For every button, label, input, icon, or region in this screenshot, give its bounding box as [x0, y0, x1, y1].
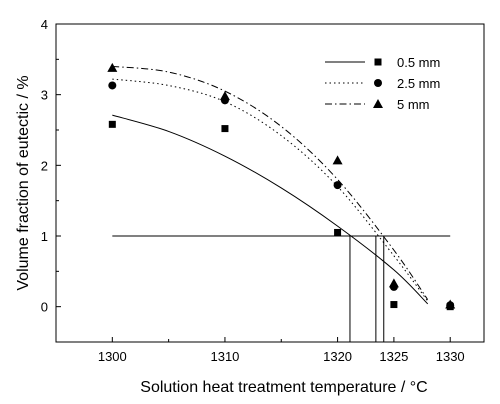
- legend-label: 2.5 mm: [397, 76, 440, 91]
- data-point-2.5-mm: [333, 181, 342, 190]
- data-point-5-mm: [388, 278, 399, 288]
- fit-curves: [112, 65, 429, 305]
- fit-curve-0.5-mm: [112, 114, 429, 305]
- x-tick-label: 1300: [98, 349, 127, 364]
- legend-marker: [374, 58, 382, 66]
- y-tick-label: 4: [41, 17, 48, 32]
- data-markers: [107, 62, 456, 311]
- fit-curve-2.5-mm: [112, 78, 429, 302]
- data-point-0.5-mm: [334, 228, 342, 236]
- x-axis-title: Solution heat treatment temperature / °C: [140, 379, 427, 396]
- data-point-0.5-mm: [221, 125, 229, 133]
- x-axis: 1300 1310 1320 1325 1330: [55, 337, 465, 364]
- y-tick-label: 1: [41, 229, 48, 244]
- legend-marker: [373, 99, 383, 108]
- legend-label: 0.5 mm: [397, 55, 440, 70]
- x-tick-label: 1325: [379, 349, 408, 364]
- data-point-2.5-mm: [108, 81, 117, 90]
- data-point-0.5-mm: [108, 120, 116, 128]
- y-tick-label: 2: [41, 158, 48, 173]
- y-axis-title: Volume fraction of eutectic / %: [15, 75, 32, 290]
- fit-curve-5-mm: [112, 65, 429, 300]
- data-point-5-mm: [107, 62, 118, 72]
- x-tick-label: 1330: [436, 349, 465, 364]
- reference-lines: [112, 235, 451, 342]
- x-tick-label: 1320: [323, 349, 352, 364]
- legend: 0.5 mm 2.5 mm 5 mm: [325, 55, 440, 112]
- y-tick-label: 0: [41, 300, 48, 315]
- x-tick-label: 1310: [210, 349, 239, 364]
- data-point-5-mm: [445, 299, 456, 309]
- plot-border: [55, 23, 485, 343]
- legend-label: 5 mm: [397, 97, 430, 112]
- plot-frame: [55, 23, 485, 343]
- data-point-0.5-mm: [390, 301, 398, 309]
- y-tick-label: 3: [41, 88, 48, 103]
- data-point-5-mm: [219, 91, 230, 101]
- data-point-5-mm: [332, 155, 343, 165]
- legend-marker: [374, 79, 382, 87]
- y-axis: 0 1 2 3 4: [41, 17, 61, 343]
